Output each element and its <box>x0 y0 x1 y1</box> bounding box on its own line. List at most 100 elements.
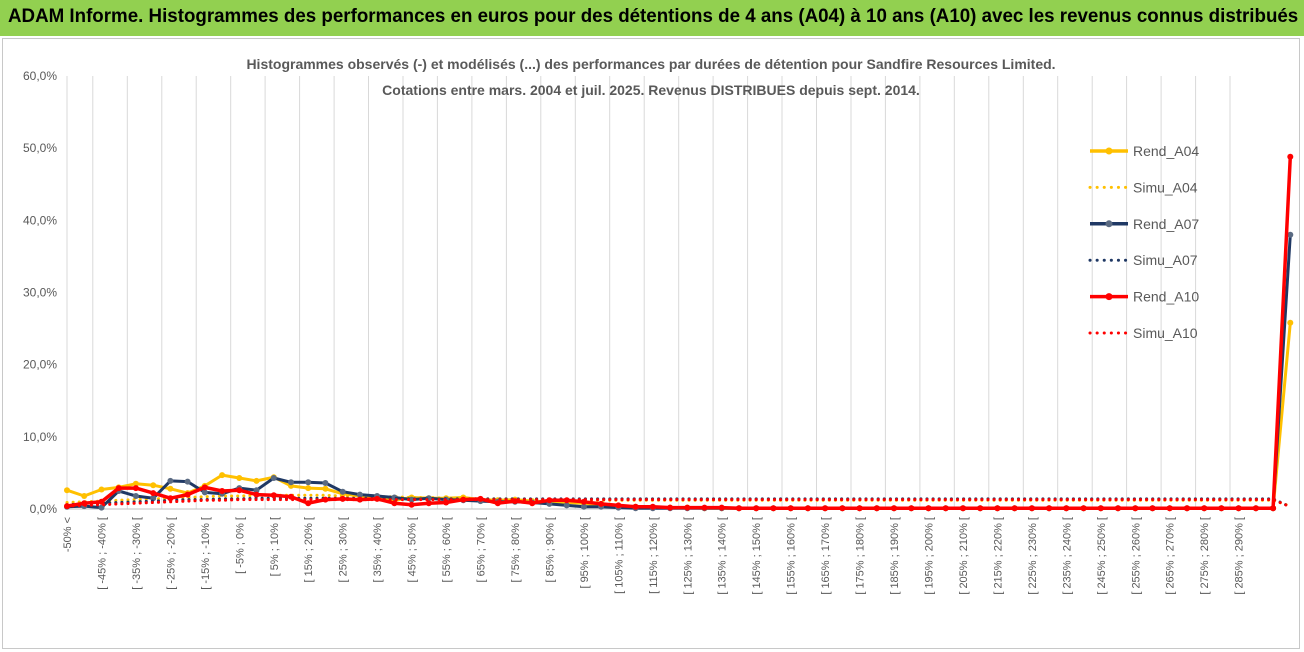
data-point <box>408 496 415 503</box>
legend-entry: Rend_A10 <box>1090 289 1199 305</box>
chart-area: 0,0% 10,0% 20,0% 30,0% 40,0% 50,0% 60,0% -50% <… <box>2 38 1300 649</box>
data-point <box>1287 231 1294 238</box>
legend-label: Simu_A04 <box>1133 179 1198 195</box>
data-point <box>598 500 605 507</box>
x-tick-label: -50% < <box>62 517 74 552</box>
legend-label: Rend_A07 <box>1133 216 1199 232</box>
legend-marker <box>1105 147 1113 155</box>
histogram-chart: 0,0% 10,0% 20,0% 30,0% 40,0% 50,0% 60,0% -50% <… <box>23 56 1294 595</box>
data-point <box>64 487 70 494</box>
data-point <box>167 485 174 492</box>
x-tick-label: [ 175% ; 180% [ <box>855 517 867 595</box>
y-tick-label: 40,0% <box>23 213 57 227</box>
title-banner: ADAM Informe. Histogrammes des performan… <box>0 0 1304 36</box>
x-tick-label: [ 35% ; 40% [ <box>372 517 384 582</box>
data-point <box>718 504 725 511</box>
data-point <box>977 505 984 512</box>
data-point <box>322 485 329 492</box>
axes: 0,0% 10,0% 20,0% 30,0% 40,0% 50,0% 60,0% -50% <… <box>23 69 1260 595</box>
data-point <box>288 479 294 486</box>
data-point <box>98 486 105 493</box>
data-point <box>1149 505 1156 512</box>
data-point <box>253 477 260 484</box>
data-point <box>270 475 277 481</box>
data-point <box>925 505 932 512</box>
data-point <box>529 500 536 507</box>
data-point <box>184 478 191 485</box>
x-tick-label: [ 75% ; 80% [ <box>510 517 522 582</box>
data-point <box>339 488 346 495</box>
data-point <box>150 482 157 489</box>
data-point <box>632 503 639 510</box>
data-point <box>736 505 742 512</box>
x-tick-label: [ 5% ; 10% [ <box>269 517 281 576</box>
x-tick-label: [ 225% ; 230% [ <box>1027 517 1039 595</box>
legend-entry: Rend_A04 <box>1090 143 1199 159</box>
data-point <box>132 493 139 499</box>
legend-marker <box>1105 220 1113 228</box>
data-point <box>201 484 208 491</box>
data-point <box>667 504 674 511</box>
x-tick-label: [ 125% ; 130% [ <box>682 517 694 595</box>
legend-label: Simu_A07 <box>1133 252 1198 268</box>
x-tick-label: [ 275% ; 280% [ <box>1199 517 1211 595</box>
x-tick-label: [ 25% ; 30% [ <box>338 517 350 582</box>
x-tick-label: [ 145% ; 150% [ <box>751 517 763 595</box>
legend-label: Rend_A04 <box>1133 143 1199 159</box>
data-point <box>1011 505 1018 512</box>
data-point <box>305 500 312 507</box>
data-point <box>81 493 88 499</box>
data-point <box>908 505 915 512</box>
x-tick-label: [ 205% ; 210% [ <box>958 517 970 595</box>
y-tick-label: 0,0% <box>30 502 58 516</box>
data-point <box>132 480 139 487</box>
data-point <box>804 505 811 512</box>
data-point <box>236 475 243 481</box>
data-point <box>167 477 174 484</box>
x-tick-label: [ 245% ; 250% [ <box>1096 517 1108 595</box>
data-point <box>856 505 863 512</box>
x-tick-label: [ 215% ; 220% [ <box>992 517 1004 595</box>
data-point <box>684 504 691 511</box>
x-tick-label: [ 155% ; 160% [ <box>786 517 798 595</box>
x-tick-label: [ 265% ; 270% [ <box>1165 517 1177 595</box>
data-point <box>615 502 622 509</box>
y-tick-label: 60,0% <box>23 69 57 83</box>
data-point <box>1287 319 1294 326</box>
data-point <box>98 504 105 511</box>
data-point <box>201 489 208 496</box>
x-tick-label: [ 85% ; 90% [ <box>544 517 556 582</box>
data-point <box>219 472 226 479</box>
data-point <box>253 491 260 498</box>
x-tick-label: [ 235% ; 240% [ <box>1061 517 1073 595</box>
data-point <box>1080 505 1087 512</box>
x-tick-label: [ -35% ; -30% [ <box>131 517 143 590</box>
series-lines <box>64 153 1294 512</box>
legend-entry: Simu_A10 <box>1088 325 1198 341</box>
data-point <box>253 487 260 494</box>
vertical-gridlines <box>66 76 1231 509</box>
data-point <box>1132 505 1139 512</box>
data-point <box>322 480 329 486</box>
x-tick-label: [ 195% ; 200% [ <box>924 517 936 595</box>
x-tick-label: [ 255% ; 260% [ <box>1130 517 1142 595</box>
legend-label: Rend_A10 <box>1133 289 1199 305</box>
data-point <box>580 503 587 510</box>
legend: Rend_A04 Simu_A04 Rend_A07 Simu_A07 Rend_A10… <box>1088 143 1199 341</box>
x-tick-label: [ -15% ; -10% [ <box>200 517 212 590</box>
y-tick-label: 50,0% <box>23 141 57 155</box>
data-point <box>994 505 1001 512</box>
data-point <box>1166 505 1173 512</box>
x-tick-label: [ -5% ; 0% [ <box>234 517 246 574</box>
data-point <box>1046 505 1053 512</box>
data-point <box>305 479 312 486</box>
data-point <box>787 505 794 512</box>
banner-title: ADAM Informe. Histogrammes des performan… <box>8 6 1299 27</box>
data-point <box>1235 505 1242 512</box>
legend-marker <box>1105 293 1113 301</box>
data-point <box>1115 505 1121 512</box>
x-tick-label: [ 165% ; 170% [ <box>820 517 832 595</box>
x-tick-label: [ 105% ; 110% [ <box>613 517 625 594</box>
x-tick-label: [ 65% ; 70% [ <box>476 517 488 582</box>
data-point <box>1063 505 1070 512</box>
